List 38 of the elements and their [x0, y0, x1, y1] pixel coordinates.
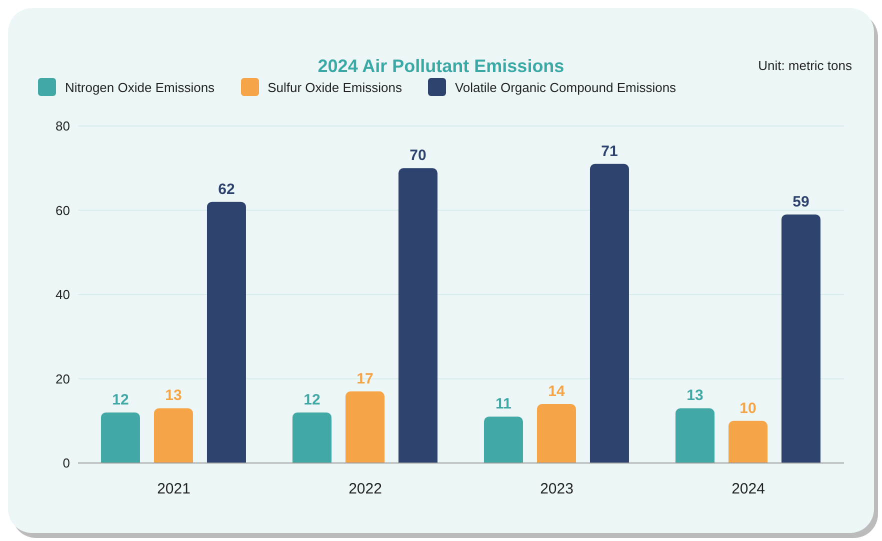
- bar: [590, 164, 629, 463]
- y-tick-label: 0: [62, 456, 70, 471]
- data-label: 10: [740, 400, 756, 417]
- legend-label: Nitrogen Oxide Emissions: [65, 80, 215, 94]
- chart-title: 2024 Air Pollutant Emissions: [318, 56, 564, 76]
- x-tick-label: 2021: [157, 480, 190, 498]
- bar: [398, 168, 438, 463]
- data-label: 71: [601, 142, 618, 160]
- x-tick-label: 2023: [540, 480, 574, 498]
- x-tick-label: 2022: [348, 480, 382, 498]
- data-label: 70: [410, 147, 426, 164]
- legend-label: Sulfur Oxide Emissions: [268, 80, 402, 94]
- data-label: 17: [356, 370, 374, 388]
- bar: [345, 391, 384, 463]
- bar: [292, 412, 332, 463]
- x-tick-label: 2024: [732, 480, 765, 498]
- data-label: 59: [792, 193, 810, 210]
- bar: [100, 412, 140, 463]
- legend-label: Volatile Organic Compound Emissions: [454, 80, 676, 94]
- bar: [206, 202, 246, 463]
- bar: [781, 214, 820, 463]
- y-tick-label: 40: [56, 287, 70, 302]
- data-label: 13: [686, 387, 704, 404]
- bar: [484, 416, 523, 463]
- bar: [728, 420, 768, 463]
- bar: [536, 404, 576, 463]
- data-label: 12: [112, 391, 129, 408]
- data-label: 11: [496, 396, 512, 413]
- data-label: 62: [218, 180, 235, 198]
- bar: [154, 408, 193, 463]
- data-label: 12: [304, 391, 320, 408]
- bar: [675, 408, 714, 463]
- y-tick-label: 60: [56, 202, 70, 218]
- data-label: 14: [548, 383, 566, 400]
- text: Unit: metric tons: [758, 58, 852, 73]
- y-tick-label: 80: [56, 118, 70, 134]
- y-tick-label: 20: [56, 371, 70, 386]
- data-label: 13: [165, 387, 182, 404]
